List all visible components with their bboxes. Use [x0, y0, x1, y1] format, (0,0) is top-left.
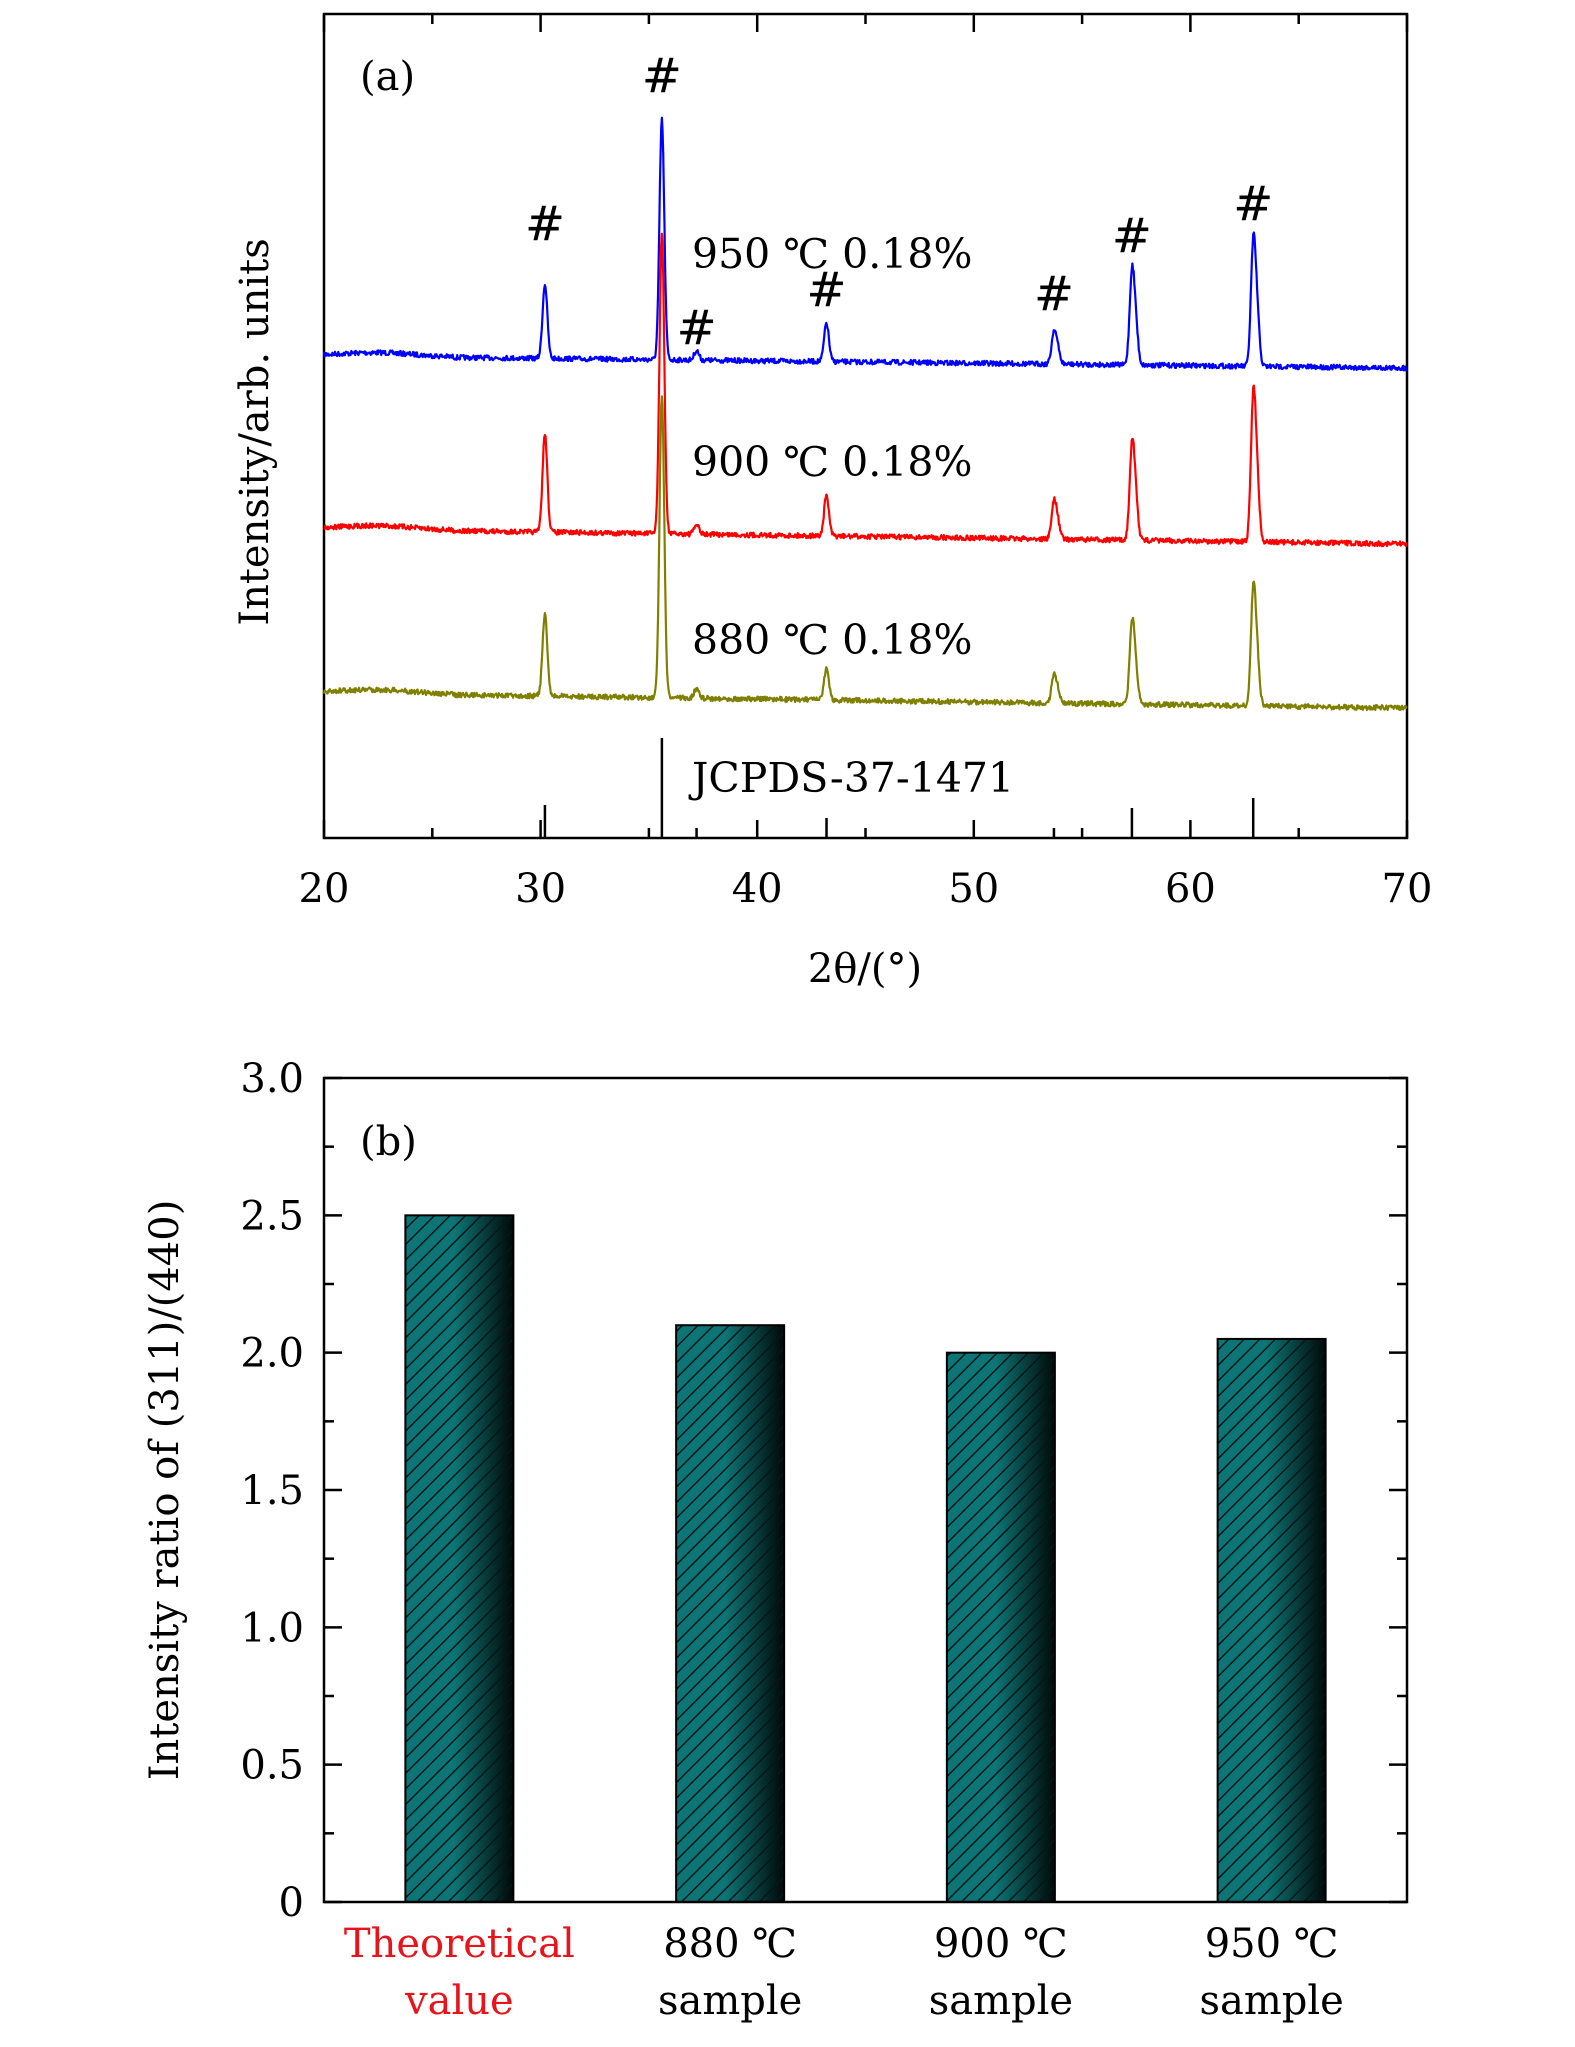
bar-hatch [945, 1351, 1056, 1903]
y-axis-tick-labels: 0 0.5 1.0 1.5 2.0 2.5 3.0 [240, 1056, 304, 1926]
panel-a-label: (a) [360, 54, 415, 100]
xrd-patterns [322, 116, 1408, 712]
y-axis-label: Intensity/arb. units [232, 238, 278, 625]
panel-a: (a) 20 30 40 50 60 70 2θ/(°) Intensity/arb. u… [232, 12, 1433, 992]
peak-hash-marker: # [806, 262, 846, 318]
y-tick-label: 1.0 [240, 1605, 304, 1651]
y-tick-label: 2.5 [240, 1193, 304, 1239]
bar-hatch [1216, 1337, 1327, 1903]
bars [404, 1214, 1327, 1904]
x-axis-tick-labels: 20 30 40 50 60 70 [299, 866, 1433, 912]
category-label-line1: Theoretical [344, 1921, 575, 1967]
x-tick-label: 60 [1165, 866, 1216, 912]
category-labels: Theoretical value 880 ℃ sample 900 ℃ sample 95… [344, 1921, 1344, 2024]
y-tick-label: 2.0 [240, 1331, 304, 1377]
x-tick-label: 70 [1382, 866, 1433, 912]
series-label-950: 950 ℃ 0.18% [692, 230, 972, 278]
y-axis-ticks [324, 1076, 1407, 1904]
series-label-880: 880 ℃ 0.18% [692, 616, 972, 664]
series-line [322, 116, 1408, 372]
y-axis-label-b: Intensity ratio of (311)/(440) [142, 1200, 188, 1781]
x-tick-label: 40 [732, 866, 783, 912]
category-label-line2: sample [929, 1978, 1073, 2024]
bar-hatch [675, 1324, 786, 1903]
x-axis-label: 2θ/(°) [808, 946, 922, 992]
peak-markers: # # # # # # # [525, 48, 1274, 356]
y-tick-label: 1.5 [240, 1468, 304, 1514]
category-label-line1: 880 ℃ [663, 1921, 797, 1967]
y-tick-label: 0.5 [240, 1743, 304, 1789]
category-label-line1: 950 ℃ [1205, 1921, 1339, 1967]
panel-b-label: (b) [360, 1119, 417, 1165]
category-label-line2: sample [658, 1978, 802, 2024]
category-label-line2: value [404, 1978, 514, 2024]
x-tick-label: 20 [299, 866, 350, 912]
x-tick-label: 30 [515, 866, 566, 912]
peak-hash-marker: # [1034, 266, 1074, 322]
category-label-line1: 900 ℃ [934, 1921, 1068, 1967]
peak-hash-marker: # [676, 300, 716, 356]
reference-pattern [543, 738, 1255, 838]
y-tick-label: 0 [279, 1880, 304, 1926]
x-axis-ticks [322, 14, 1409, 838]
peak-hash-marker: # [1233, 176, 1273, 232]
panel-b: (b) 0 0.5 1.0 1.5 2.0 2.5 3.0 Intensity ratio … [142, 1056, 1409, 2024]
series-line [323, 232, 1408, 548]
reference-label: JCPDS-37-1471 [688, 754, 1014, 802]
y-tick-label: 3.0 [240, 1056, 304, 1102]
series-label-900: 900 ℃ 0.18% [692, 438, 972, 486]
peak-hash-marker: # [642, 48, 682, 104]
category-label-line2: sample [1199, 1978, 1343, 2024]
panel-a-frame [322, 12, 1409, 840]
series-line [322, 395, 1408, 712]
x-tick-label: 50 [948, 866, 999, 912]
peak-hash-marker: # [1112, 208, 1152, 264]
peak-hash-marker: # [525, 196, 565, 252]
bar-hatch [404, 1214, 515, 1904]
